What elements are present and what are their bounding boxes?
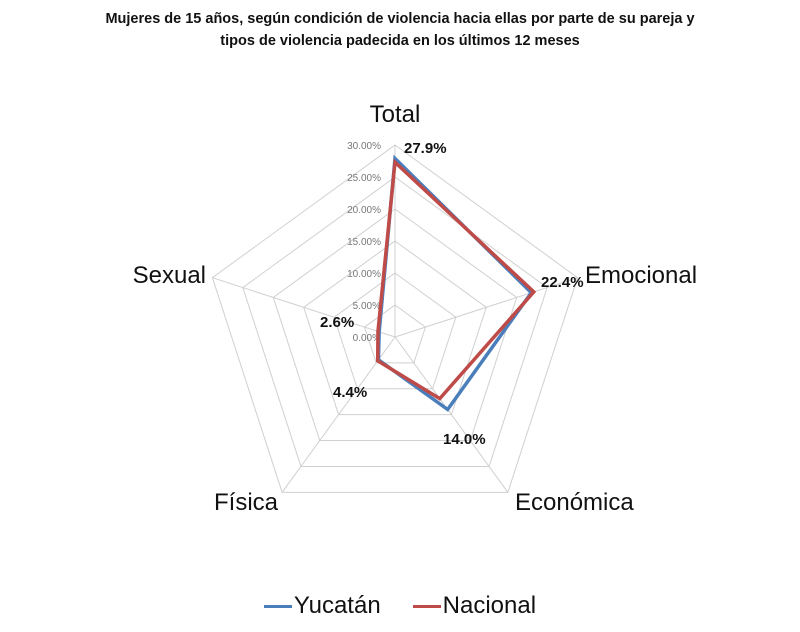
radar-series xyxy=(375,154,537,412)
legend-item-yucatan[interactable]: Yucatán xyxy=(263,592,381,620)
grid-spoke xyxy=(281,336,396,493)
radial-tick-labels: 0.00% 5.00% 10.00% 15.00% 20.00% 25.00% 30.00% xyxy=(347,141,381,344)
chart-title-line-1: Mujeres de 15 años, según condición de v… xyxy=(105,11,695,27)
legend-label-nacional: Nacional xyxy=(442,592,537,619)
data-label: 14.0% xyxy=(443,431,486,448)
radial-tick-label: 10.00% xyxy=(347,269,381,280)
radial-tick-label: 15.00% xyxy=(347,237,381,248)
data-label: 2.6% xyxy=(320,314,354,331)
chart-title: Mujeres de 15 años, según condición de v… xyxy=(0,8,800,52)
radial-tick-label: 25.00% xyxy=(347,173,381,184)
legend-swatch-nacional xyxy=(412,604,441,608)
legend-label-yucatan: Yucatán xyxy=(293,592,381,619)
chart-title-line-2: tipos de violencia padecida en los últim… xyxy=(220,33,580,49)
radial-tick-label: 0.00% xyxy=(353,333,381,344)
data-label: 22.4% xyxy=(541,274,584,291)
legend-swatch-yucatan xyxy=(263,604,292,608)
legend-item-nacional[interactable]: Nacional xyxy=(412,592,537,620)
radial-tick-label: 30.00% xyxy=(347,141,381,152)
grid-ring xyxy=(272,208,518,442)
category-label: Emocional xyxy=(585,262,697,289)
category-label: Física xyxy=(214,489,279,516)
data-labels: 27.9% 22.4% 14.0% 4.4% 2.6% xyxy=(320,140,584,448)
radar-grid xyxy=(211,144,579,493)
data-label: 27.9% xyxy=(404,140,447,157)
radial-tick-label: 5.00% xyxy=(353,301,381,312)
category-label: Total xyxy=(370,101,421,128)
category-label: Sexual xyxy=(133,262,206,289)
category-labels: Total Emocional Económica Física Sexual xyxy=(133,101,697,516)
grid-ring xyxy=(211,144,579,493)
grid-spoke xyxy=(394,336,509,493)
grid-spoke xyxy=(212,277,396,338)
data-label: 4.4% xyxy=(333,384,367,401)
grid-ring xyxy=(363,304,427,364)
radial-tick-label: 20.00% xyxy=(347,205,381,216)
legend: Yucatán Nacional xyxy=(0,592,800,620)
grid-ring xyxy=(333,272,457,390)
grid-ring xyxy=(242,176,548,467)
series-nacional xyxy=(375,158,537,401)
grid-spoke xyxy=(394,277,578,338)
grid-ring xyxy=(303,240,487,416)
category-label: Económica xyxy=(515,489,634,516)
